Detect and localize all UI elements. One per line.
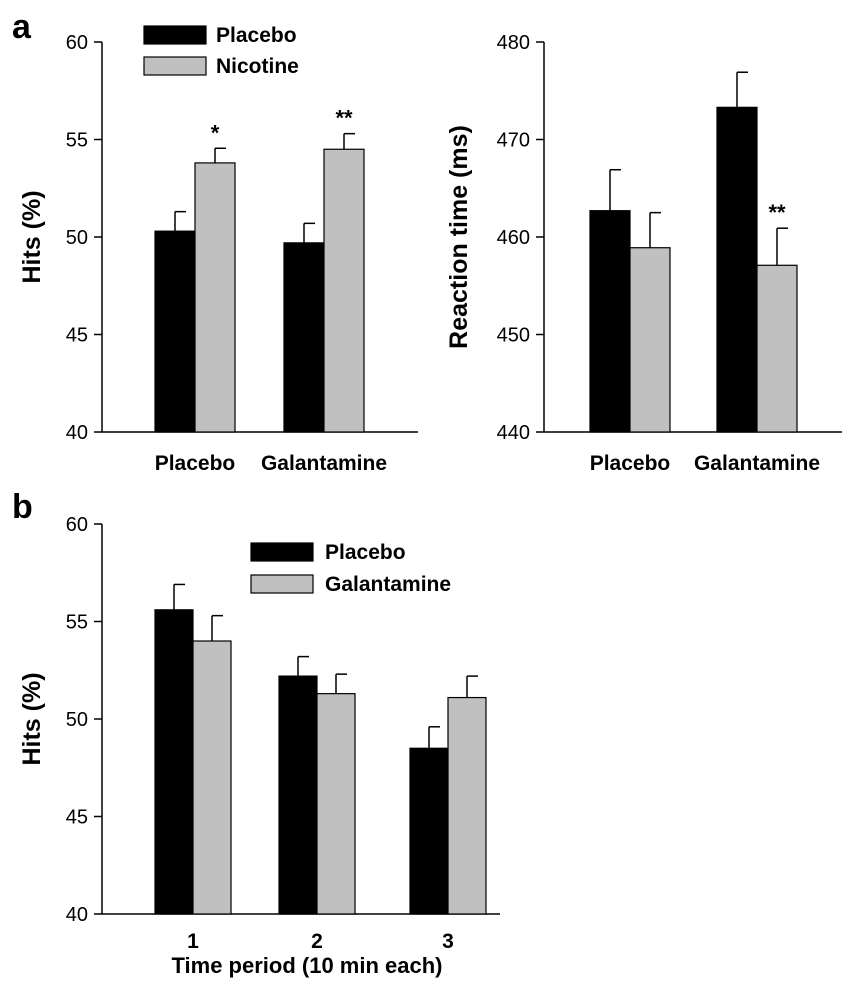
bar (589, 210, 631, 433)
y-tick-label: 50 (66, 709, 88, 731)
chart-b: 40 45 50 55 60 Hits (%) 1 2 3 Placebo Galantamine T… (18, 514, 500, 978)
bar (278, 675, 318, 915)
bar (283, 242, 325, 433)
y-tick-label: 50 (66, 227, 88, 249)
y-tick-label: 55 (66, 612, 88, 634)
y-axis-title: Hits (%) (18, 672, 46, 765)
category-label: Placebo (155, 452, 236, 475)
bar (447, 696, 487, 915)
y-tick-label: 55 (66, 130, 88, 152)
y-tick-label: 60 (66, 32, 88, 54)
bar (194, 162, 236, 433)
y-axis-title: Hits (%) (18, 190, 46, 283)
category-label: 1 (187, 930, 199, 953)
y-tick-label: 480 (497, 32, 530, 54)
y-tick-label: 45 (66, 325, 88, 347)
legend-label: Galantamine (325, 573, 451, 596)
legend-swatch (143, 25, 207, 45)
bar (192, 640, 232, 915)
y-axis-title: Reaction time (ms) (445, 125, 473, 349)
significance-marker: * (211, 120, 220, 145)
legend-swatch (250, 574, 314, 594)
legend-label: Nicotine (216, 55, 299, 78)
bar (409, 747, 449, 915)
legend-swatch (143, 56, 207, 76)
panel-label-b: b (12, 488, 33, 526)
significance-marker: ** (768, 200, 786, 225)
panel-label-a: a (12, 8, 32, 46)
bar (756, 264, 798, 433)
category-label: Galantamine (261, 452, 387, 475)
category-label: Galantamine (694, 452, 820, 475)
significance-marker: ** (335, 106, 353, 131)
y-tick-label: 45 (66, 807, 88, 829)
y-tick-label: 450 (497, 325, 530, 347)
bar (316, 693, 356, 915)
bar (154, 609, 194, 915)
y-tick-label: 60 (66, 514, 88, 536)
bar (629, 247, 671, 433)
category-label: Placebo (590, 452, 671, 475)
y-tick-label: 470 (497, 130, 530, 152)
y-tick-label: 460 (497, 227, 530, 249)
y-tick-label: 40 (66, 904, 88, 926)
chart-a-right: 440 450 460 470 480 Reaction time (ms) Placebo… (445, 32, 842, 475)
x-axis-title: Time period (10 min each) (171, 953, 442, 978)
category-label: 2 (311, 930, 323, 953)
y-tick-label: 40 (66, 422, 88, 444)
legend-label: Placebo (325, 541, 406, 564)
bar (716, 106, 758, 433)
category-label: 3 (442, 930, 454, 953)
bar (323, 148, 365, 433)
legend-label: Placebo (216, 24, 297, 47)
legend-swatch (250, 542, 314, 562)
bar (154, 230, 196, 433)
y-tick-label: 440 (497, 422, 530, 444)
